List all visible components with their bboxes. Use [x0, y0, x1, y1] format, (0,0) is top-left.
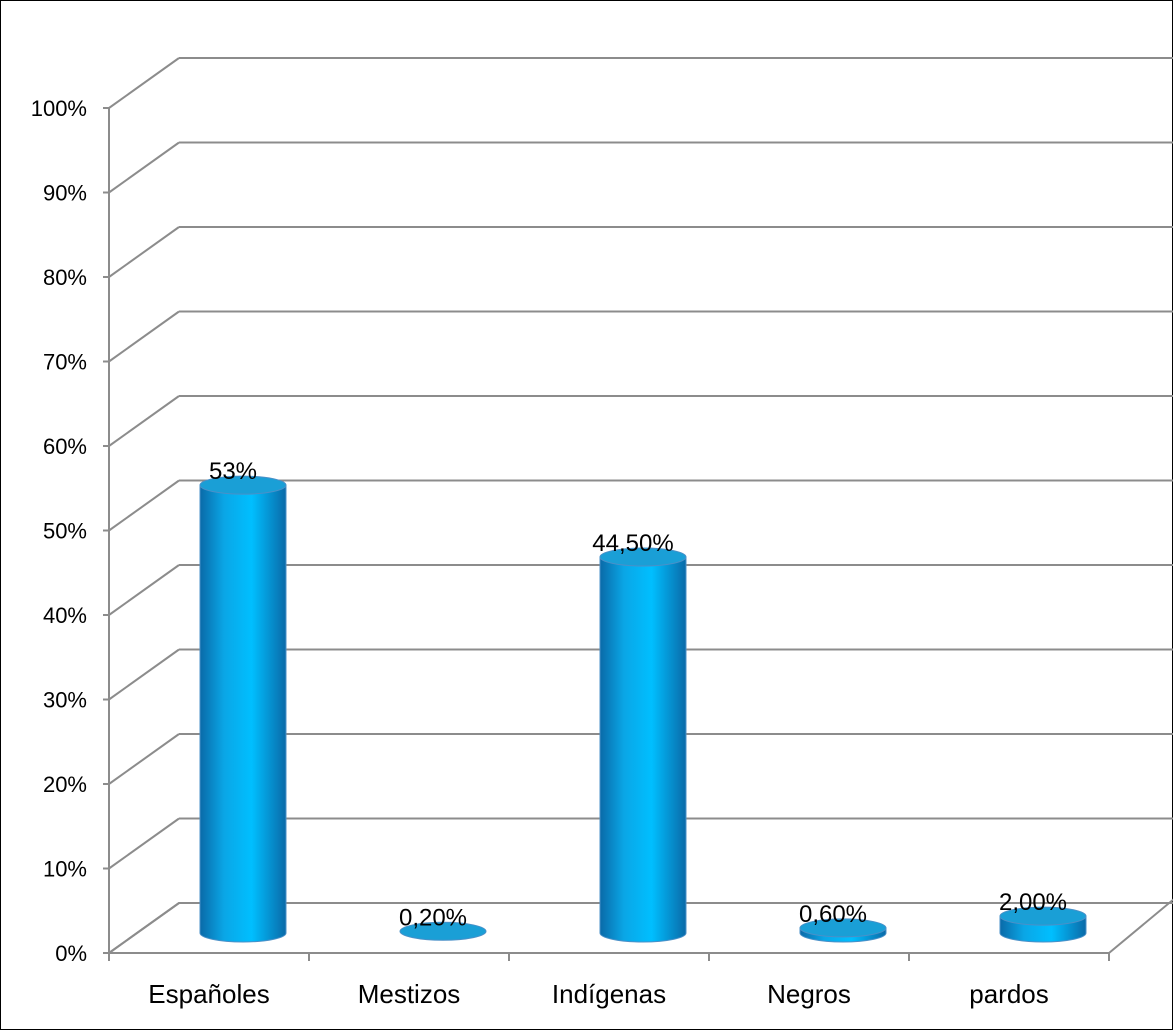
- y-tick-label: 50%: [43, 519, 87, 544]
- bar: [999, 906, 1087, 943]
- x-tick-label: Indígenas: [552, 979, 666, 1009]
- gridline: [108, 310, 1173, 363]
- y-tick-label: 70%: [43, 350, 87, 375]
- gridline: [108, 479, 1173, 532]
- x-tick-label: Españoles: [148, 979, 269, 1009]
- bar: [399, 921, 487, 941]
- y-tick-label: 0%: [55, 941, 87, 966]
- gridline: [108, 395, 1173, 447]
- data-label: 53%: [209, 458, 257, 485]
- y-tick-label: 100%: [31, 96, 87, 121]
- floor: [108, 898, 1173, 954]
- gridline: [108, 226, 1173, 278]
- x-tick-label: Mestizos: [358, 979, 461, 1009]
- y-tick-label: 40%: [43, 603, 87, 628]
- data-label: 0,60%: [799, 901, 867, 928]
- y-tick-label: 80%: [43, 265, 87, 290]
- data-label: 2,00%: [999, 889, 1067, 916]
- bar: [799, 918, 887, 943]
- bar: [199, 475, 287, 943]
- x-tick-label: Negros: [767, 979, 851, 1009]
- y-tick-label: 90%: [43, 181, 87, 206]
- bar: [599, 547, 687, 943]
- gridline: [108, 141, 1173, 194]
- data-label: 0,20%: [399, 904, 467, 931]
- y-tick-label: 20%: [43, 772, 87, 797]
- data-label: 44,50%: [592, 530, 673, 557]
- y-tick-label: 60%: [43, 434, 87, 459]
- gridline: [108, 57, 1173, 109]
- y-tick-label: 10%: [43, 857, 87, 882]
- x-tick-label: pardos: [969, 979, 1049, 1009]
- y-tick-label: 30%: [43, 688, 87, 713]
